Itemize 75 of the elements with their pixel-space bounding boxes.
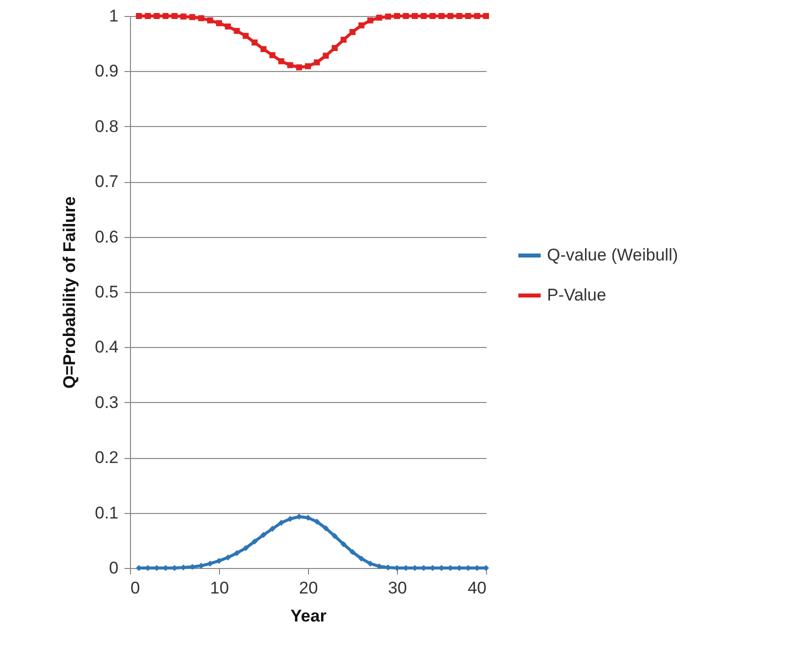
point	[278, 520, 284, 526]
point	[447, 13, 454, 19]
point	[234, 28, 240, 34]
point	[278, 58, 284, 64]
y-tick-label: 0.7	[94, 172, 118, 192]
point	[465, 13, 472, 19]
point	[314, 518, 320, 525]
point	[287, 62, 294, 68]
point	[305, 63, 311, 70]
point	[207, 560, 214, 567]
point	[332, 532, 338, 539]
point	[216, 558, 222, 564]
x-tick-label: 30	[388, 578, 407, 598]
point	[198, 15, 204, 22]
point	[224, 23, 231, 30]
y-tick-label: 0.5	[94, 282, 118, 302]
point	[350, 29, 356, 36]
point	[242, 545, 249, 552]
y-tick-label: 0.1	[94, 503, 118, 522]
point	[474, 13, 480, 19]
x-tick-label: 20	[299, 578, 318, 598]
point	[340, 36, 347, 43]
point	[483, 13, 489, 19]
point	[180, 14, 186, 20]
point	[162, 13, 169, 19]
y-axis-title: Q=Probability of Failure	[60, 196, 79, 389]
y-tick-label: 1	[109, 6, 118, 26]
point	[322, 52, 329, 59]
point	[367, 17, 374, 24]
point	[269, 52, 276, 58]
point	[154, 13, 160, 19]
point	[385, 14, 392, 20]
point	[430, 13, 436, 19]
y-tick-label: 0.3	[94, 392, 118, 412]
x-axis-title: Year	[290, 606, 327, 626]
x-tick-label: 0	[130, 578, 140, 598]
point	[242, 32, 249, 39]
point	[376, 14, 382, 21]
point	[252, 39, 258, 46]
point	[394, 13, 400, 19]
point	[144, 13, 151, 19]
y-tick-label: 0.4	[94, 338, 118, 357]
point	[216, 20, 222, 26]
point	[260, 46, 266, 52]
x-tick-label: 40	[468, 578, 486, 598]
point	[456, 13, 462, 19]
point	[260, 532, 266, 538]
point	[207, 17, 214, 24]
y-tick-label: 0.6	[94, 227, 118, 246]
y-tick-label: 0.8	[94, 116, 118, 136]
point	[172, 13, 178, 19]
x-tick-label: 10	[210, 578, 229, 598]
point	[350, 548, 356, 555]
point	[234, 550, 240, 556]
y-tick-label: 0.9	[94, 62, 118, 81]
point	[438, 13, 444, 19]
point	[136, 13, 142, 19]
point	[420, 13, 427, 19]
point	[340, 541, 347, 548]
y-tick-label: 0	[109, 558, 118, 578]
point	[358, 556, 364, 562]
point	[296, 64, 302, 70]
point	[332, 45, 338, 52]
point	[322, 525, 329, 532]
point	[189, 14, 196, 20]
legend-label: P-Value	[547, 286, 606, 304]
point	[314, 59, 320, 66]
point	[402, 13, 409, 19]
point	[252, 538, 258, 545]
point	[269, 526, 276, 532]
point	[358, 22, 364, 28]
point	[412, 13, 418, 19]
legend-label: Q-value (Weibull)	[547, 246, 678, 264]
y-tick-label: 0.2	[94, 448, 118, 468]
point	[367, 560, 374, 567]
